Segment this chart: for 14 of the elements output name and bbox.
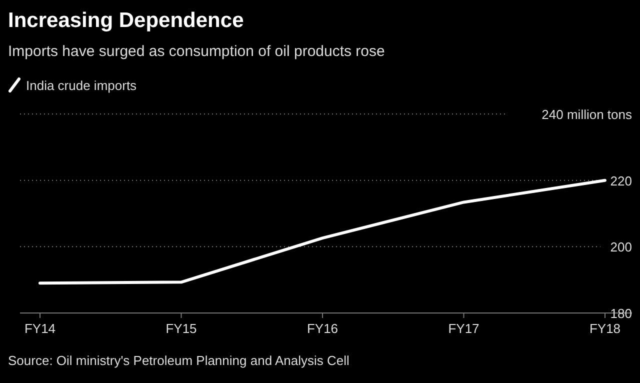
x-tick-label: FY16 (306, 321, 338, 336)
y-tick-label: 240 million tons (542, 107, 632, 122)
y-tick-label: 220 (610, 173, 632, 188)
line-series (38, 178, 606, 285)
y-tick-label: 200 (610, 240, 632, 255)
x-tick-label: FY17 (448, 321, 480, 336)
x-tick-label: FY18 (589, 321, 621, 336)
source-note: Source: Oil ministry's Petroleum Planning and Analysis Cell (8, 353, 350, 368)
x-tick-label: FY15 (166, 321, 197, 336)
chart-subtitle: Imports have surged as consumption of oil products rose (8, 43, 385, 60)
y-tick-label: 180 (610, 306, 632, 321)
chart-title: Increasing Dependence (8, 9, 244, 32)
x-tick-label: FY14 (24, 321, 56, 336)
legend-label: India crude imports (26, 78, 138, 93)
